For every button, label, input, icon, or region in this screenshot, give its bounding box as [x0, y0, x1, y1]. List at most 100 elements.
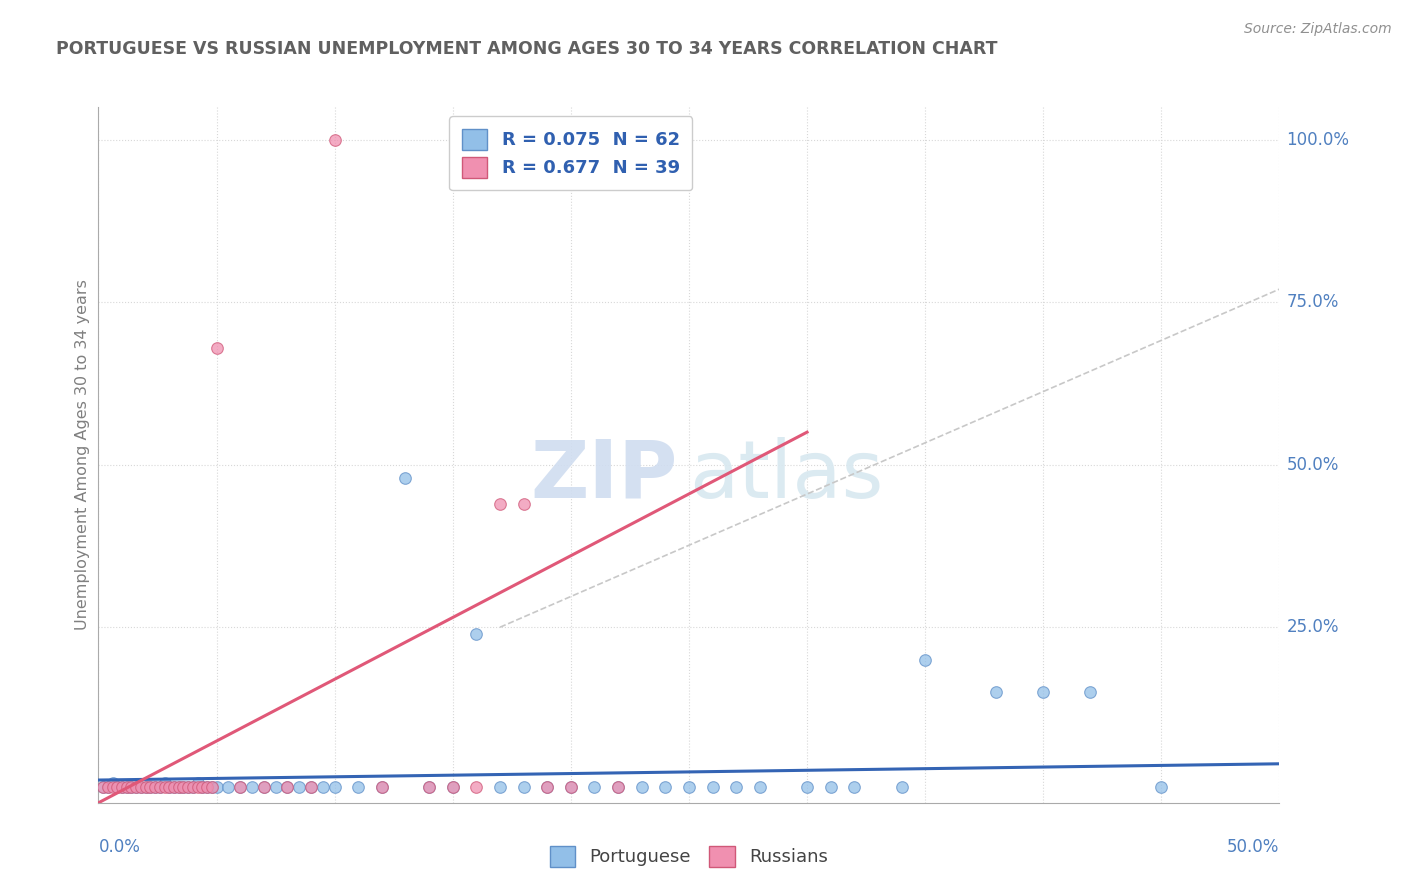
- Point: [607, 780, 630, 794]
- Point: [149, 780, 172, 794]
- Point: [229, 780, 252, 794]
- Point: [984, 685, 1007, 699]
- Point: [163, 780, 186, 794]
- Point: [465, 780, 488, 794]
- Point: [536, 780, 558, 794]
- Point: [172, 780, 194, 794]
- Y-axis label: Unemployment Among Ages 30 to 34 years: Unemployment Among Ages 30 to 34 years: [75, 279, 90, 631]
- Point: [187, 780, 209, 794]
- Point: [181, 780, 204, 794]
- Point: [191, 780, 214, 794]
- Point: [678, 780, 700, 794]
- Point: [489, 780, 512, 794]
- Text: 50.0%: 50.0%: [1227, 838, 1279, 856]
- Point: [512, 780, 534, 794]
- Point: [201, 780, 224, 794]
- Point: [844, 780, 866, 794]
- Point: [217, 780, 239, 794]
- Point: [702, 780, 724, 794]
- Point: [796, 780, 818, 794]
- Point: [820, 780, 842, 794]
- Point: [607, 780, 630, 794]
- Point: [101, 776, 124, 790]
- Point: [167, 780, 190, 794]
- Point: [153, 780, 176, 794]
- Point: [725, 780, 748, 794]
- Point: [125, 780, 148, 794]
- Point: [129, 780, 152, 794]
- Point: [371, 780, 394, 794]
- Point: [276, 780, 298, 794]
- Point: [465, 626, 488, 640]
- Point: [1080, 685, 1102, 699]
- Point: [489, 497, 512, 511]
- Point: [512, 497, 534, 511]
- Point: [240, 780, 263, 794]
- Point: [101, 780, 124, 794]
- Point: [191, 780, 214, 794]
- Legend: Portuguese, Russians: Portuguese, Russians: [543, 838, 835, 874]
- Point: [163, 780, 186, 794]
- Point: [91, 780, 114, 794]
- Point: [149, 780, 172, 794]
- Point: [253, 780, 276, 794]
- Point: [748, 780, 770, 794]
- Point: [201, 780, 224, 794]
- Text: 100.0%: 100.0%: [1286, 130, 1350, 149]
- Point: [205, 341, 228, 355]
- Text: Source: ZipAtlas.com: Source: ZipAtlas.com: [1244, 22, 1392, 37]
- Text: atlas: atlas: [689, 437, 883, 515]
- Point: [371, 780, 394, 794]
- Point: [143, 780, 166, 794]
- Text: 25.0%: 25.0%: [1286, 618, 1339, 636]
- Point: [111, 780, 134, 794]
- Point: [312, 780, 335, 794]
- Point: [135, 780, 157, 794]
- Point: [299, 780, 322, 794]
- Point: [418, 780, 440, 794]
- Point: [630, 780, 652, 794]
- Point: [139, 780, 162, 794]
- Point: [536, 780, 558, 794]
- Point: [97, 780, 120, 794]
- Point: [125, 780, 148, 794]
- Point: [288, 780, 311, 794]
- Point: [654, 780, 676, 794]
- Point: [121, 780, 143, 794]
- Text: PORTUGUESE VS RUSSIAN UNEMPLOYMENT AMONG AGES 30 TO 34 YEARS CORRELATION CHART: PORTUGUESE VS RUSSIAN UNEMPLOYMENT AMONG…: [56, 40, 998, 58]
- Point: [229, 780, 252, 794]
- Point: [115, 780, 138, 794]
- Point: [323, 780, 346, 794]
- Point: [394, 471, 416, 485]
- Point: [1032, 685, 1054, 699]
- Point: [347, 780, 370, 794]
- Point: [890, 780, 912, 794]
- Point: [560, 780, 582, 794]
- Point: [139, 780, 162, 794]
- Point: [111, 780, 134, 794]
- Point: [157, 780, 180, 794]
- Point: [181, 780, 204, 794]
- Point: [418, 780, 440, 794]
- Point: [276, 780, 298, 794]
- Text: 50.0%: 50.0%: [1286, 456, 1339, 474]
- Point: [264, 780, 287, 794]
- Point: [115, 780, 138, 794]
- Text: ZIP: ZIP: [530, 437, 678, 515]
- Point: [441, 780, 464, 794]
- Text: 75.0%: 75.0%: [1286, 293, 1339, 311]
- Point: [583, 780, 606, 794]
- Point: [195, 780, 218, 794]
- Point: [97, 780, 120, 794]
- Point: [1150, 780, 1173, 794]
- Point: [129, 780, 152, 794]
- Point: [91, 780, 114, 794]
- Point: [105, 780, 128, 794]
- Point: [299, 780, 322, 794]
- Point: [187, 776, 209, 790]
- Point: [205, 780, 228, 794]
- Point: [167, 780, 190, 794]
- Point: [143, 780, 166, 794]
- Text: 0.0%: 0.0%: [98, 838, 141, 856]
- Point: [153, 776, 176, 790]
